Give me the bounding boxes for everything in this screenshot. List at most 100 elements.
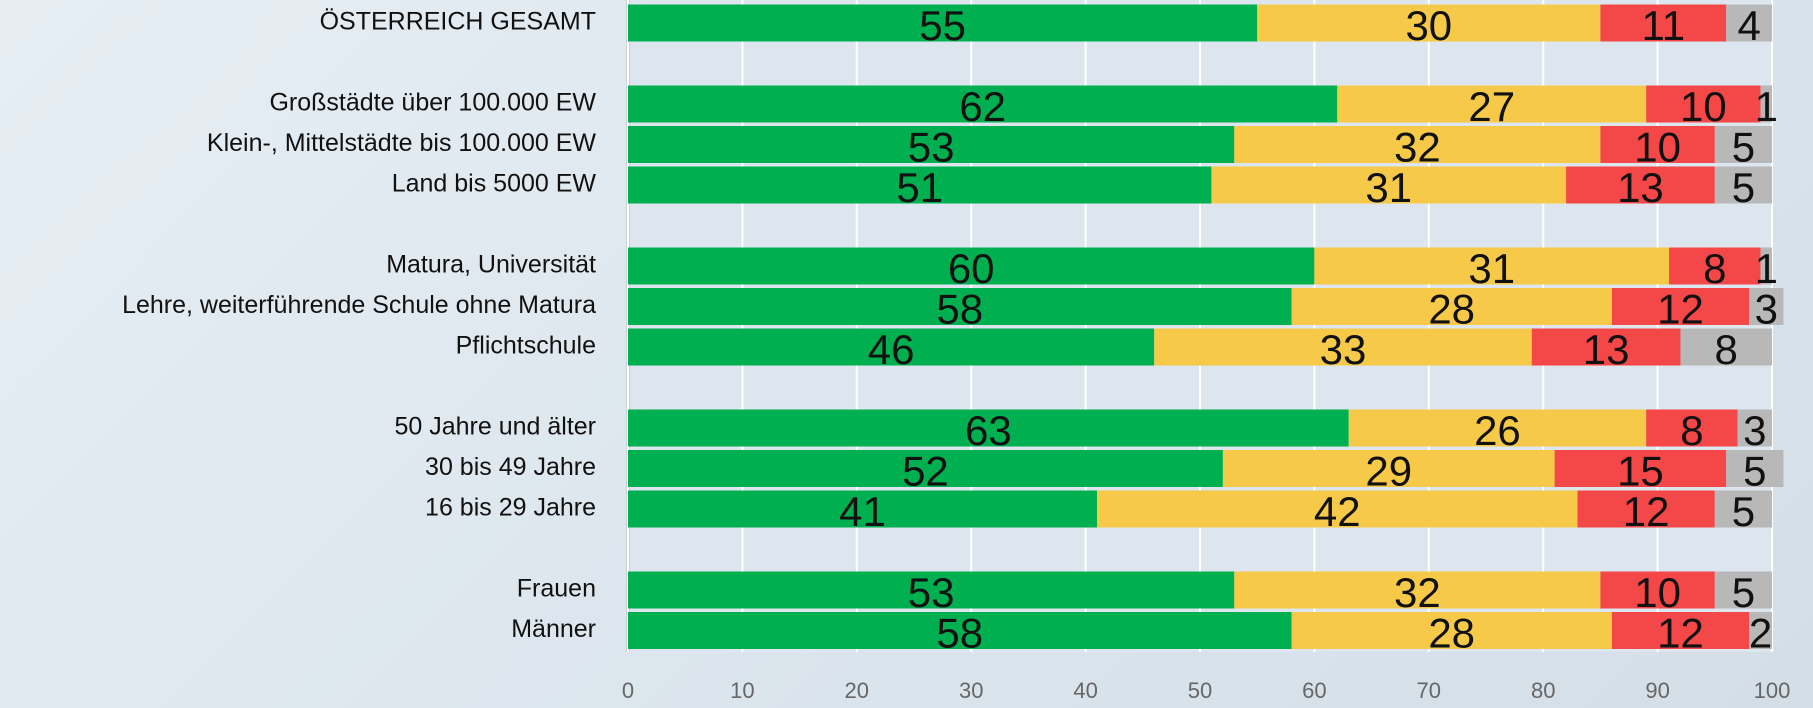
value-label: 10	[1680, 83, 1727, 130]
value-label: 33	[1320, 326, 1367, 373]
bar-segment	[628, 288, 1292, 325]
category-label: Großstädte über 100.000 EW	[269, 89, 596, 117]
bar-segment	[1314, 247, 1670, 285]
category-label: Männer	[511, 615, 596, 643]
value-label: 31	[1468, 245, 1515, 292]
bar-segment	[1737, 409, 1772, 447]
category-label: 16 bis 29 Jahre	[425, 494, 596, 522]
bar-segment	[628, 490, 1098, 528]
bar-segment	[1600, 4, 1727, 42]
value-label: 2	[1749, 610, 1772, 657]
value-label: 60	[948, 245, 995, 292]
value-label: 32	[1394, 569, 1441, 616]
value-label: 32	[1394, 124, 1441, 171]
category-label: Land bis 5000 EW	[392, 170, 597, 198]
x-tick-label: 40	[1073, 678, 1097, 703]
value-label: 51	[896, 164, 943, 211]
value-label: 8	[1715, 326, 1738, 373]
bar-segment	[628, 247, 1315, 285]
value-label: 11	[1642, 2, 1686, 49]
value-label: 8	[1680, 407, 1703, 454]
value-label: 12	[1657, 610, 1704, 657]
category-label: ÖSTERREICH GESAMT	[320, 8, 596, 36]
value-label: 53	[908, 569, 955, 616]
x-tick-label: 90	[1645, 678, 1669, 703]
value-label: 12	[1623, 488, 1670, 535]
bar-segment	[1749, 612, 1772, 649]
value-label: 8	[1703, 245, 1726, 292]
value-label: 1	[1755, 83, 1778, 130]
value-label: 46	[868, 326, 915, 373]
bar-segment	[1646, 409, 1738, 447]
value-label: 31	[1365, 164, 1412, 211]
category-label: Matura, Universität	[386, 251, 596, 279]
value-label: 10	[1634, 124, 1681, 171]
bar-segment	[1611, 288, 1750, 325]
bar-segment	[1097, 490, 1578, 528]
bar-segment	[1531, 328, 1681, 366]
bar-segment	[1600, 126, 1715, 163]
category-label: 50 Jahre und älter	[394, 413, 596, 441]
bar-segment	[1714, 126, 1772, 163]
x-tick-label: 100	[1754, 678, 1791, 703]
bar-segment	[1669, 247, 1761, 285]
bar-segment	[628, 409, 1349, 447]
value-label: 28	[1428, 286, 1475, 333]
bar-segment	[628, 328, 1155, 366]
bar-segment	[1554, 450, 1727, 487]
value-label: 41	[839, 488, 886, 535]
x-tick-label: 0	[622, 678, 634, 703]
value-label: 3	[1743, 407, 1766, 454]
bar-segment	[1154, 328, 1532, 366]
x-tick-label: 20	[845, 678, 869, 703]
bar-segment	[1680, 328, 1772, 366]
value-label: 3	[1755, 286, 1778, 333]
bar-segment	[1234, 571, 1601, 609]
value-label: 58	[936, 286, 983, 333]
bar-segment	[1211, 166, 1567, 204]
bar-segment	[628, 4, 1258, 42]
value-label: 5	[1732, 124, 1755, 171]
bar-segment	[1291, 288, 1612, 325]
category-label: 30 bis 49 Jahre	[425, 453, 596, 481]
value-label: 27	[1468, 83, 1515, 130]
bar-segment	[1726, 450, 1784, 487]
value-label: 62	[959, 83, 1006, 130]
bar-segment	[1611, 612, 1750, 649]
bar-segment	[1714, 571, 1772, 609]
x-tick-label: 70	[1417, 678, 1441, 703]
bar-segment	[1577, 490, 1715, 528]
bar-segment	[628, 126, 1235, 163]
bar-segment	[628, 450, 1223, 487]
value-label: 55	[919, 2, 966, 49]
value-label: 58	[936, 610, 983, 657]
x-tick-label: 80	[1531, 678, 1555, 703]
bar-segment	[1348, 409, 1647, 447]
bar-segment	[1337, 85, 1647, 123]
bar-segment	[1726, 4, 1772, 42]
value-label: 29	[1365, 448, 1412, 495]
value-label: 26	[1474, 407, 1521, 454]
bar-segment	[1760, 85, 1772, 123]
bar-segment	[1714, 490, 1772, 528]
value-label: 5	[1732, 569, 1755, 616]
bar-segment	[1760, 247, 1772, 285]
bar-segment	[1291, 612, 1612, 649]
bar-segment	[628, 571, 1235, 609]
category-label: Frauen	[517, 575, 596, 603]
bar-segment	[628, 612, 1292, 649]
value-label: 52	[902, 448, 949, 495]
bar-segment	[628, 85, 1338, 123]
value-label: 10	[1634, 569, 1681, 616]
value-label: 30	[1405, 2, 1452, 49]
category-label: Klein-, Mittelstädte bis 100.000 EW	[207, 129, 596, 157]
category-label: Lehre, weiterführende Schule ohne Matura	[122, 291, 596, 319]
bar-segment	[1257, 4, 1601, 42]
value-label: 4	[1737, 2, 1760, 49]
bar-segment	[1566, 166, 1715, 204]
value-label: 1	[1755, 245, 1778, 292]
bar-segment	[1749, 288, 1784, 325]
value-label: 53	[908, 124, 955, 171]
value-label: 5	[1732, 488, 1755, 535]
